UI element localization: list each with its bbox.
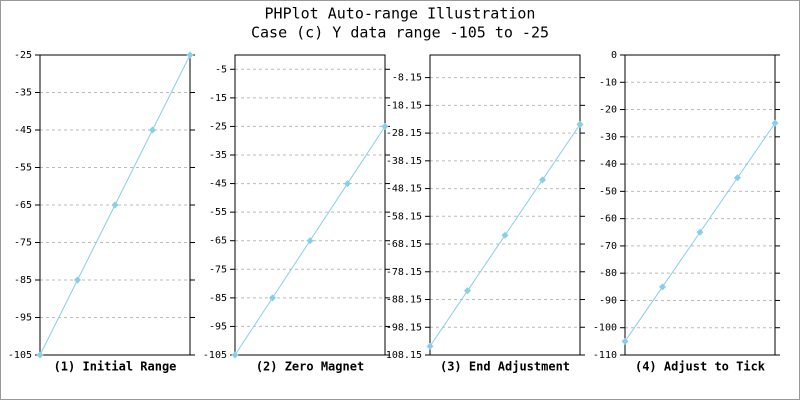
y-tick-label: -58.15 <box>386 211 422 222</box>
data-point <box>576 120 584 128</box>
y-tick-label: -28.15 <box>386 128 422 139</box>
plot-frame <box>39 54 191 356</box>
data-point <box>306 237 314 245</box>
y-tick-label: -5 <box>215 64 227 75</box>
chart-title: (4) Adjust to Tick <box>635 360 766 374</box>
data-point <box>621 337 629 345</box>
chart-title: (1) Initial Range <box>54 360 177 374</box>
y-tick-label: -88.15 <box>386 295 422 306</box>
page-subtitle: Case (c) Y data range -105 to -25 <box>251 24 549 42</box>
y-tick-label: -38.15 <box>386 156 422 167</box>
data-point <box>36 351 44 359</box>
data-point <box>539 176 546 184</box>
y-tick-label: -55 <box>209 207 227 218</box>
y-tick-label: -50 <box>599 186 617 197</box>
y-tick-label: -78.15 <box>386 267 422 278</box>
y-tick-label: -95 <box>209 321 227 332</box>
y-tick-label: -70 <box>599 241 617 252</box>
y-tick-label: -60 <box>599 214 617 225</box>
y-tick-label: -25 <box>209 121 227 132</box>
y-tick-label: -25 <box>14 50 32 61</box>
data-point <box>464 287 471 295</box>
y-tick-label: -45 <box>14 125 32 136</box>
data-point <box>149 126 156 134</box>
y-tick-label: -100 <box>593 323 617 334</box>
data-point <box>344 180 351 188</box>
y-tick-label: -35 <box>209 150 227 161</box>
data-point <box>501 231 509 239</box>
data-point <box>186 51 194 59</box>
y-tick-label: -68.15 <box>386 239 422 250</box>
data-point <box>231 351 239 359</box>
y-tick-label: -105 <box>8 350 32 361</box>
y-tick-label: -95 <box>14 313 32 324</box>
data-point <box>381 122 389 130</box>
y-tick-label: -90 <box>599 295 617 306</box>
plot-frame <box>429 54 581 356</box>
y-tick-label: -80 <box>599 268 617 279</box>
plot-frame <box>624 54 776 356</box>
data-point <box>659 283 666 291</box>
y-tick-label: -65 <box>14 200 32 211</box>
y-tick-label: -8.15 <box>392 73 422 84</box>
y-tick-label: -48.15 <box>386 184 422 195</box>
y-tick-label: -110 <box>593 350 617 361</box>
y-tick-label: -75 <box>209 264 227 275</box>
page-title: PHPlot Auto-range Illustration <box>265 5 536 23</box>
y-tick-label: -75 <box>14 238 32 249</box>
y-tick-label: -40 <box>599 159 617 170</box>
y-tick-label: -85 <box>209 293 227 304</box>
chart-title: (2) Zero Magnet <box>256 360 364 374</box>
y-tick-label: -15 <box>209 93 227 104</box>
chart-title: (3) End Adjustment <box>440 360 570 374</box>
y-tick-label: -10 <box>599 77 617 88</box>
y-tick-label: -108.15 <box>380 350 422 361</box>
y-tick-label: -45 <box>209 179 227 190</box>
y-tick-label: -98.15 <box>386 322 422 333</box>
y-tick-label: -105 <box>203 350 227 361</box>
y-tick-label: -18.15 <box>386 100 422 111</box>
data-point <box>269 294 276 302</box>
data-point <box>111 201 119 209</box>
data-point <box>74 276 81 284</box>
data-point <box>696 228 704 236</box>
data-point <box>734 174 741 182</box>
data-point <box>426 342 434 350</box>
y-tick-label: -55 <box>14 163 32 174</box>
y-tick-label: -65 <box>209 236 227 247</box>
y-tick-label: -85 <box>14 275 32 286</box>
plot-frame <box>234 54 386 356</box>
y-tick-label: -30 <box>599 132 617 143</box>
y-tick-label: -35 <box>14 88 32 99</box>
y-tick-label: -20 <box>599 105 617 116</box>
data-point <box>771 119 779 127</box>
y-tick-label: 0 <box>611 50 617 61</box>
